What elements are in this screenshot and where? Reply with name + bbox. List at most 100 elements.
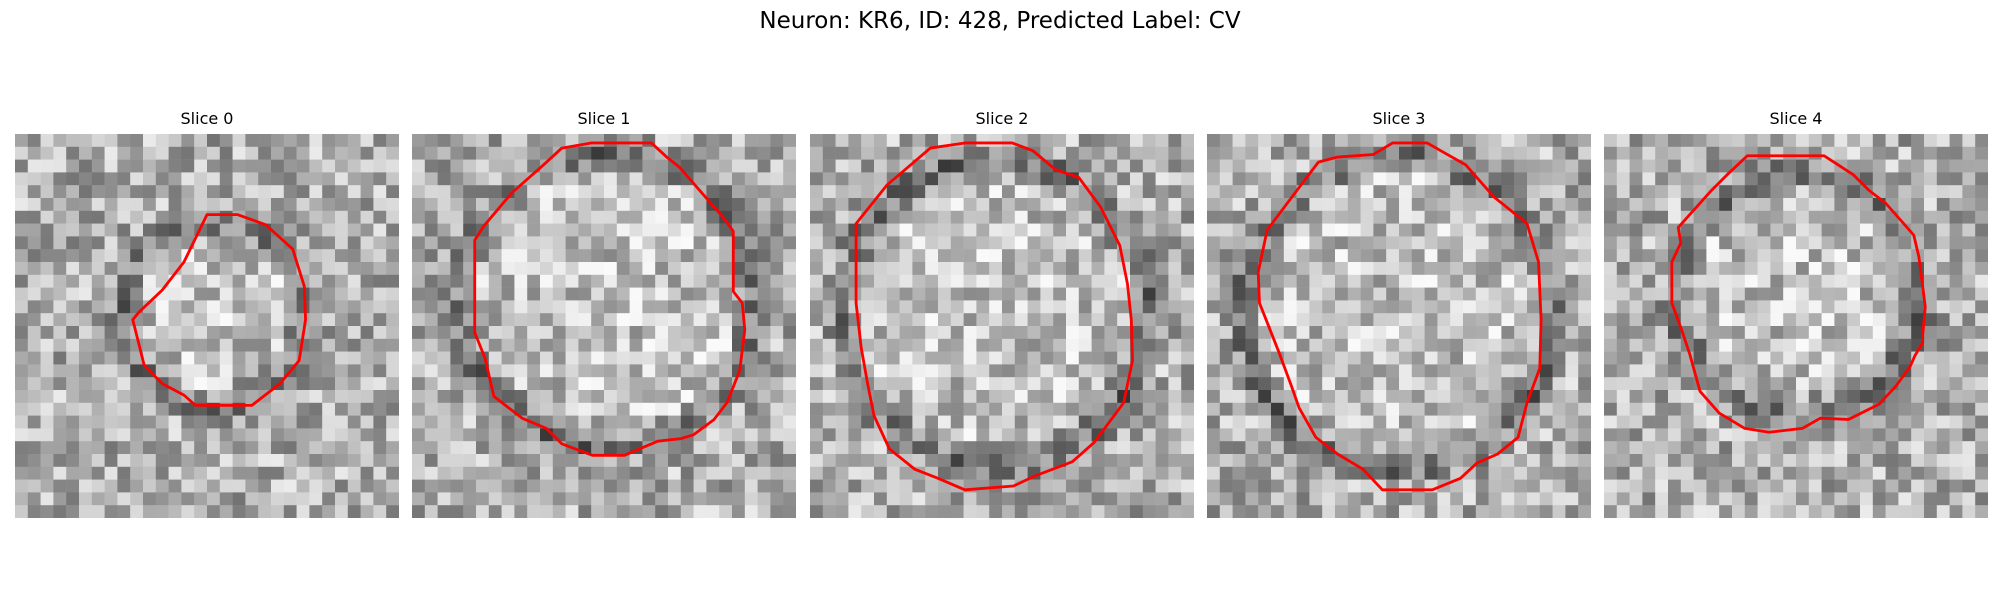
- pixel: [938, 159, 952, 173]
- pixel: [1463, 428, 1477, 442]
- pixel: [578, 274, 592, 288]
- pixel: [1245, 351, 1259, 365]
- pixel: [783, 172, 796, 186]
- pixel: [552, 249, 566, 263]
- pixel: [783, 210, 796, 224]
- pixel: [950, 466, 964, 480]
- pixel: [591, 274, 605, 288]
- pixel: [604, 505, 618, 518]
- pixel: [1488, 441, 1502, 455]
- pixel: [1271, 223, 1285, 237]
- pixel: [822, 390, 836, 404]
- pixel: [1962, 146, 1976, 160]
- pixel: [1014, 326, 1028, 340]
- pixel: [53, 492, 67, 506]
- pixel: [1091, 262, 1105, 276]
- pixel: [1104, 441, 1118, 455]
- pixel: [91, 364, 105, 378]
- pixel: [1975, 402, 1988, 416]
- pixel: [322, 466, 336, 480]
- pixel: [810, 351, 824, 365]
- pixel: [1834, 185, 1848, 199]
- pixel: [1744, 134, 1758, 148]
- pixel: [232, 338, 246, 352]
- pixel: [245, 313, 259, 327]
- pixel: [335, 287, 349, 301]
- pixel: [1155, 326, 1169, 340]
- pixel: [1322, 249, 1336, 263]
- pixel: [1104, 338, 1118, 352]
- pixel: [386, 351, 399, 365]
- pixel: [527, 492, 541, 506]
- pixel: [732, 134, 746, 148]
- pixel: [1258, 159, 1272, 173]
- pixel: [1719, 326, 1733, 340]
- pixel: [874, 159, 888, 173]
- pixel: [1002, 415, 1016, 429]
- pixel: [719, 415, 733, 429]
- pixel: [1411, 134, 1425, 148]
- pixel: [527, 326, 541, 340]
- pixel: [1168, 402, 1182, 416]
- pixel: [79, 274, 93, 288]
- pixel: [1027, 210, 1041, 224]
- pixel: [1616, 377, 1630, 391]
- pixel: [412, 185, 426, 199]
- pixel: [629, 262, 643, 276]
- pixel: [1757, 338, 1771, 352]
- pixel: [1757, 159, 1771, 173]
- pixel: [181, 313, 195, 327]
- pixel: [130, 390, 144, 404]
- pixel: [1207, 326, 1221, 340]
- pixel: [1347, 338, 1361, 352]
- pixel: [1040, 262, 1054, 276]
- pixel: [680, 351, 694, 365]
- pixel: [232, 415, 246, 429]
- pixel: [1078, 441, 1092, 455]
- pixel: [1821, 300, 1835, 314]
- pixel: [1411, 172, 1425, 186]
- pixel: [976, 313, 990, 327]
- pixel: [283, 390, 297, 404]
- pixel: [1373, 172, 1387, 186]
- pixel: [117, 134, 131, 148]
- pixel: [1142, 338, 1156, 352]
- pixel: [373, 428, 387, 442]
- pixel: [1181, 134, 1194, 148]
- pixel: [1335, 274, 1349, 288]
- pixel: [181, 134, 195, 148]
- pixel: [245, 415, 259, 429]
- pixel: [1719, 159, 1733, 173]
- pixel: [540, 338, 554, 352]
- pixel: [527, 454, 541, 468]
- pixel: [1847, 159, 1861, 173]
- pixel: [1040, 172, 1054, 186]
- pixel: [976, 287, 990, 301]
- pixel: [1604, 198, 1618, 212]
- pixel: [155, 492, 169, 506]
- pixel: [1424, 146, 1438, 160]
- pixel: [1386, 492, 1400, 506]
- pixel: [15, 454, 29, 468]
- pixel: [450, 402, 464, 416]
- pixel: [1770, 505, 1784, 518]
- pixel: [1770, 479, 1784, 493]
- pixel: [706, 146, 720, 160]
- pixel: [347, 402, 361, 416]
- pixel: [1604, 146, 1618, 160]
- pixel: [1373, 351, 1387, 365]
- pixel: [1514, 185, 1528, 199]
- pixel: [591, 479, 605, 493]
- pixel: [1232, 454, 1246, 468]
- pixel: [1642, 262, 1656, 276]
- pixel: [245, 441, 259, 455]
- pixel: [207, 466, 221, 480]
- pixel: [488, 338, 502, 352]
- pixel: [53, 479, 67, 493]
- pixel: [207, 479, 221, 493]
- pixel: [1078, 146, 1092, 160]
- pixel: [1872, 441, 1886, 455]
- pixel: [1629, 249, 1643, 263]
- pixel: [245, 505, 259, 518]
- pixel: [719, 236, 733, 250]
